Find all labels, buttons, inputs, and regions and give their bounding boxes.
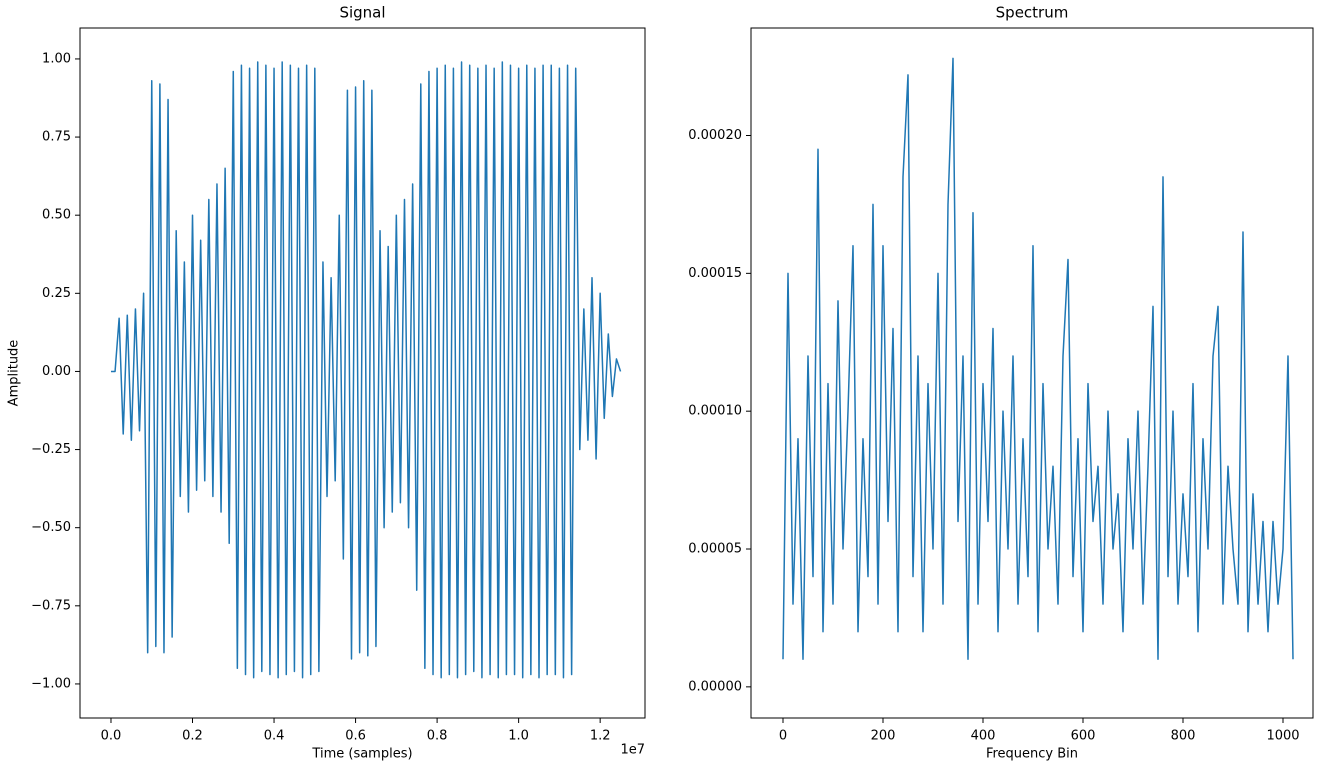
x-tick-label: 0.4 [264,729,285,744]
y-tick-label: 0.00 [42,364,71,379]
y-tick-label: 1.00 [42,51,71,66]
x-tick-label: 1.2 [590,729,611,744]
series-line [110,61,622,679]
y-tick-label: 0.00005 [688,542,742,557]
x-tick-label: 1.0 [508,729,529,744]
y-tick-label: 0.00000 [688,679,742,694]
x-tick-label: 1000 [1266,729,1299,744]
x-tick-label: 0.8 [427,729,448,744]
chart-title: Signal [339,4,385,22]
x-tick-label: 0.0 [101,729,122,744]
x-axis-label: Time (samples) [311,747,412,762]
x-tick-label: 800 [1171,729,1196,744]
plot-frame [79,27,646,719]
y-tick-label: 0.25 [42,286,71,301]
y-tick-label: −1.00 [31,676,71,691]
x-tick-label: 200 [871,729,896,744]
y-tick-label: 0.00020 [688,128,742,143]
x-tick-label: 600 [1071,729,1096,744]
y-tick-label: 0.75 [42,130,71,145]
y-axis-label: Amplitude [7,340,22,407]
x-tick-label: 0.6 [345,729,366,744]
x-tick-label: 0.2 [182,729,203,744]
x-tick-label: 400 [971,729,996,744]
y-tick-label: 0.00010 [688,404,742,419]
y-tick-label: −0.75 [31,598,71,613]
y-tick-label: −0.25 [31,442,71,457]
y-tick-label: 0.50 [42,208,71,223]
x-offset-label: 1e7 [620,743,645,758]
chart-title: Spectrum [996,4,1069,22]
series-line [782,57,1294,661]
y-tick-label: 0.00015 [688,266,742,281]
plot-frame [750,27,1314,719]
x-axis-label: Frequency Bin [986,747,1078,762]
y-tick-label: −0.50 [31,520,71,535]
x-tick-label: 0 [779,729,787,744]
